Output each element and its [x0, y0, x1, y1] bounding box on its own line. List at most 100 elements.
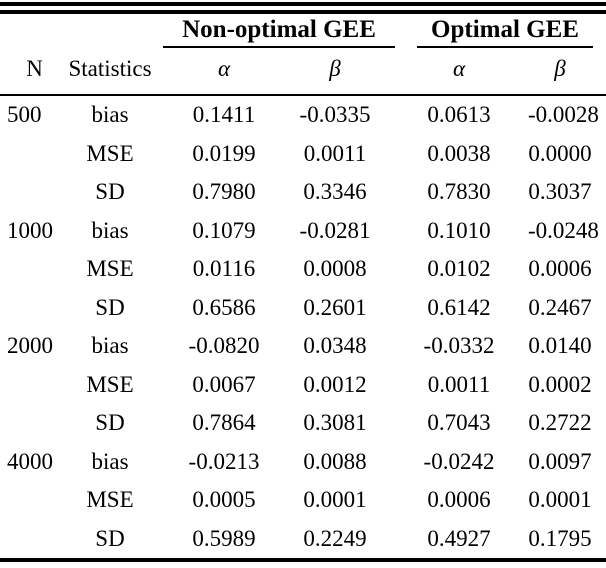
table-row: MSE 0.0116 0.0008 0.0102 0.0006 [0, 250, 606, 289]
cell-n [0, 173, 62, 212]
cell-statistic: bias [91, 448, 129, 474]
group-header-spacer [0, 8, 158, 48]
table-row: 1000 bias 0.1079 -0.0281 0.1010 -0.0248 [0, 212, 606, 251]
cell-value: 0.0140 [528, 333, 592, 359]
cell-n: 500 [7, 102, 42, 128]
table-row: MSE 0.0005 0.0001 0.0006 0.0001 [0, 481, 606, 520]
table-row: SD 0.5989 0.2249 0.4927 0.1795 [0, 520, 606, 561]
group-header-row: Non-optimal GEE Optimal GEE [0, 8, 606, 48]
cell-n [0, 135, 62, 174]
cell-value: 0.0006 [427, 487, 491, 513]
cell-n [0, 289, 62, 328]
col-header-n: N [0, 48, 62, 96]
cell-n: 2000 [7, 333, 53, 359]
cell-value: 0.0011 [427, 371, 491, 397]
cell-value: 0.0012 [303, 371, 367, 397]
cell-value: 0.0001 [528, 487, 592, 513]
cell-value: 0.3346 [303, 179, 367, 205]
table-row: SD 0.7864 0.3081 0.7043 0.2722 [0, 404, 606, 443]
table-row: SD 0.7980 0.3346 0.7830 0.3037 [0, 173, 606, 212]
cell-statistic: SD [95, 525, 125, 551]
cell-value: -0.0820 [188, 333, 260, 359]
table-row: MSE 0.0199 0.0011 0.0038 0.0000 [0, 135, 606, 174]
cell-value: 0.0088 [303, 448, 367, 474]
cell-value: 0.1010 [427, 217, 491, 243]
cell-value: 0.0005 [192, 487, 256, 513]
table-header: Non-optimal GEE Optimal GEE N Statistics… [0, 8, 606, 96]
cell-value: 0.0613 [427, 102, 491, 128]
cell-value: -0.0242 [423, 448, 495, 474]
cell-value: 0.4927 [427, 525, 491, 551]
table-body: 500 bias 0.1411 -0.0335 0.0613 -0.0028 M… [0, 95, 606, 560]
cell-value: 0.2722 [528, 410, 592, 436]
cell-statistic: bias [91, 102, 129, 128]
cell-value: -0.0335 [299, 102, 371, 128]
table-row: 2000 bias -0.0820 0.0348 -0.0332 0.0140 [0, 327, 606, 366]
cell-value: 0.2601 [303, 294, 367, 320]
cell-value: 0.0097 [528, 448, 592, 474]
column-header-row: N Statistics α β α β [0, 48, 606, 96]
cell-statistic: MSE [86, 371, 134, 397]
group-header-nonoptimal-gee: Non-optimal GEE [158, 8, 400, 48]
cell-value: 0.0001 [303, 487, 367, 513]
cell-value: 0.0116 [192, 256, 256, 282]
cell-value: -0.0213 [188, 448, 260, 474]
cell-statistic: SD [95, 294, 125, 320]
cell-n [0, 520, 62, 561]
cell-value: 0.0038 [427, 140, 491, 166]
cell-statistic: MSE [86, 256, 134, 282]
cell-value: 0.2467 [528, 294, 592, 320]
cell-n [0, 404, 62, 443]
cell-value: 0.7043 [427, 410, 491, 436]
table-row: MSE 0.0067 0.0012 0.0011 0.0002 [0, 366, 606, 405]
cell-value: 0.1411 [192, 102, 256, 128]
cell-value: 0.2249 [303, 525, 367, 551]
cell-value: 0.3081 [303, 410, 367, 436]
cell-value: 0.0008 [303, 256, 367, 282]
cell-value: 0.0199 [192, 140, 256, 166]
cell-n: 4000 [7, 448, 53, 474]
cell-value: 0.0348 [303, 333, 367, 359]
col-header-beta-optimal: β [528, 48, 606, 96]
cell-value: -0.0332 [423, 333, 495, 359]
table-row: 500 bias 0.1411 -0.0335 0.0613 -0.0028 [0, 95, 606, 135]
cell-value: 0.6586 [192, 294, 256, 320]
cell-n [0, 481, 62, 520]
cell-statistic: bias [91, 333, 129, 359]
cell-value: 0.7980 [192, 179, 256, 205]
cell-statistic: MSE [86, 487, 134, 513]
cell-value: 0.3037 [528, 179, 592, 205]
col-header-beta-nonoptimal: β [290, 48, 400, 96]
group-header-optimal-label: Optimal GEE [417, 16, 593, 48]
group-header-optimal-gee: Optimal GEE [400, 8, 606, 48]
cell-value: 0.0000 [528, 140, 592, 166]
cell-n [0, 250, 62, 289]
cell-n: 1000 [7, 217, 53, 243]
cell-value: 0.1079 [192, 217, 256, 243]
cell-value: 0.7864 [192, 410, 256, 436]
table-row: 4000 bias -0.0213 0.0088 -0.0242 0.0097 [0, 443, 606, 482]
cell-value: 0.0011 [303, 140, 367, 166]
cell-value: 0.0102 [427, 256, 491, 282]
cell-value: 0.7830 [427, 179, 491, 205]
cell-value: -0.0028 [528, 102, 599, 128]
cell-value: 0.0006 [528, 256, 592, 282]
cell-value: 0.5989 [192, 525, 256, 551]
cell-statistic: SD [95, 410, 125, 436]
cell-value: -0.0281 [299, 217, 371, 243]
cell-statistic: bias [91, 217, 129, 243]
cell-value: 0.1795 [528, 525, 592, 551]
cell-value: 0.6142 [427, 294, 491, 320]
cell-n [0, 366, 62, 405]
cell-statistic: SD [95, 179, 125, 205]
col-header-alpha-optimal: α [400, 48, 528, 96]
col-header-statistics: Statistics [62, 48, 158, 96]
group-header-nonoptimal-label: Non-optimal GEE [163, 16, 395, 48]
cell-value: 0.0067 [192, 371, 256, 397]
cell-value: -0.0248 [528, 217, 599, 243]
cell-statistic: MSE [86, 140, 134, 166]
cell-value: 0.0002 [528, 371, 592, 397]
col-header-alpha-nonoptimal: α [158, 48, 290, 96]
